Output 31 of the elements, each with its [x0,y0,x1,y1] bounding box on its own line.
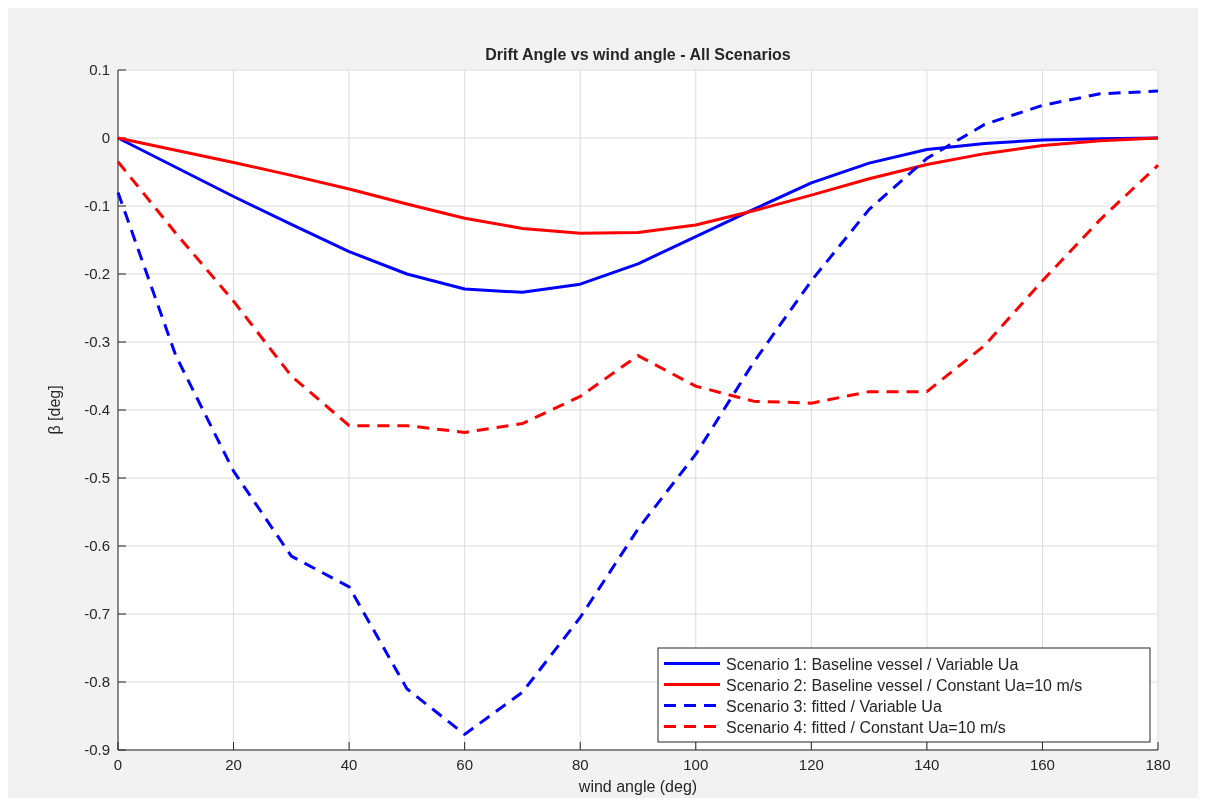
chart-title: Drift Angle vs wind angle - All Scenarios [485,46,791,63]
line-series [116,89,1160,736]
y-tick-label: -0.8 [84,673,110,690]
line-series [116,160,1160,434]
x-tick-label: 120 [798,756,824,773]
x-tick-label: 20 [225,756,242,773]
y-tick-label: 0.1 [89,61,110,78]
y-tick-label: 0 [101,129,110,146]
x-tick-label: 160 [1029,756,1055,773]
line-series [116,136,1160,235]
y-tick-label: -0.1 [84,197,110,214]
x-tick-label: 60 [456,756,474,773]
legend-label: Scenario 2: Baseline vessel / Constant Ua=10 m/s [726,676,1083,694]
y-tick-label: -0.7 [84,605,110,622]
x-tick-label: 180 [1145,756,1171,773]
y-tick-label: -0.4 [84,401,110,418]
x-axis-title: wind angle (deg) [577,778,698,795]
legend-label: Scenario 1: Baseline vessel / Variable Ua [726,655,1019,673]
x-tick-label: 140 [914,756,940,773]
y-tick-label: -0.9 [84,741,110,758]
y-tick-label: -0.2 [84,265,110,282]
y-axis-title: β [deg] [46,385,63,435]
x-tick-label: 80 [571,756,589,773]
x-tick-label: 100 [683,756,709,773]
x-tick-label: 40 [340,756,358,773]
legend-label: Scenario 3: fitted / Variable Ua [726,697,942,715]
y-tick-label: -0.3 [84,333,110,350]
y-tick-label: -0.5 [84,469,110,486]
legend-label: Scenario 4: fitted / Constant Ua=10 m/s [726,718,1006,736]
y-tick-label: -0.6 [84,537,110,554]
x-tick-label: 0 [113,756,123,773]
